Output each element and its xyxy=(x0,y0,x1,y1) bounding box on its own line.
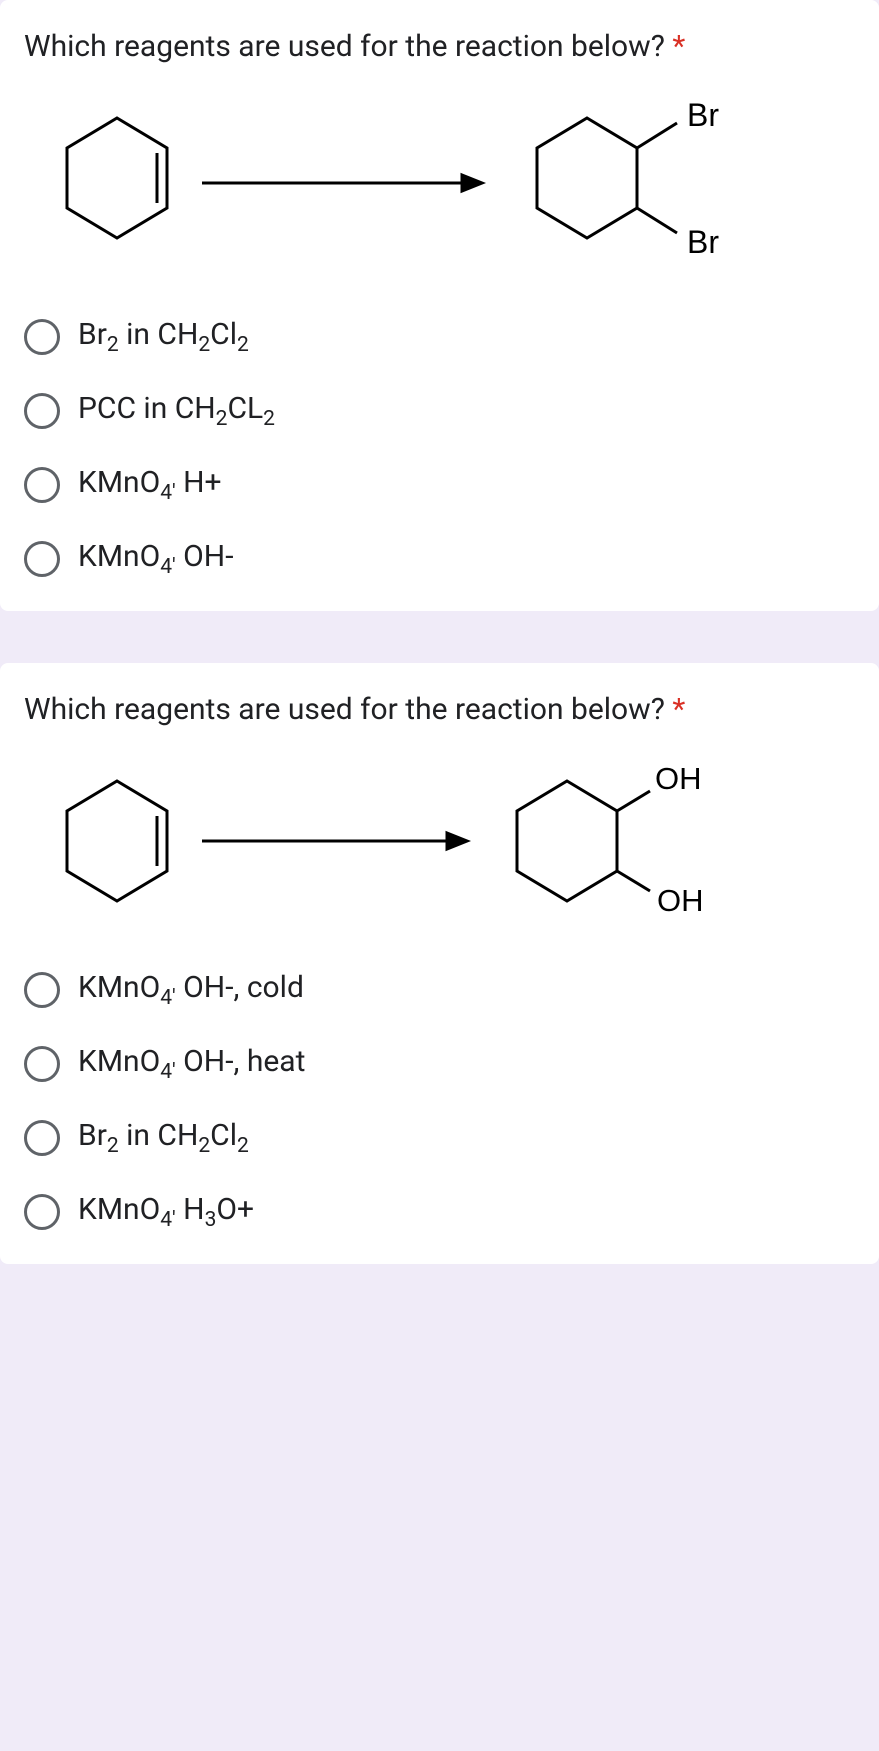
option-label: KMnO4' OH-, cold xyxy=(78,970,304,1010)
question-title: Which reagents are used for the reaction… xyxy=(24,24,855,69)
reaction-svg: Br Br xyxy=(32,93,752,273)
radio-icon xyxy=(24,319,60,355)
radio-icon xyxy=(24,1120,60,1156)
radio-icon xyxy=(24,541,60,577)
options-group: KMnO4' OH-, cold KMnO4' OH-, heat Br2 in… xyxy=(24,970,855,1232)
reaction-diagram: OH OH xyxy=(24,756,855,930)
option-3[interactable]: Br2 in CH2Cl2 xyxy=(24,1118,855,1158)
option-2[interactable]: PCC in CH2CL2 xyxy=(24,391,855,431)
product-label-top: OH xyxy=(655,761,702,796)
option-label: PCC in CH2CL2 xyxy=(78,391,275,431)
product-label-bottom: OH xyxy=(657,883,704,918)
option-label: Br2 in CH2Cl2 xyxy=(78,317,249,357)
reaction-diagram: Br Br xyxy=(24,93,855,277)
radio-icon xyxy=(24,1194,60,1230)
option-label: Br2 in CH2Cl2 xyxy=(78,1118,249,1158)
radio-icon xyxy=(24,467,60,503)
option-label: KMnO4' H3O+ xyxy=(78,1192,254,1232)
question-text: Which reagents are used for the reaction… xyxy=(24,692,665,727)
product-label-bottom: Br xyxy=(687,224,719,260)
radio-icon xyxy=(24,972,60,1008)
option-1[interactable]: KMnO4' OH-, cold xyxy=(24,970,855,1010)
question-text: Which reagents are used for the reaction… xyxy=(24,29,665,64)
question-card: Which reagents are used for the reaction… xyxy=(0,0,879,611)
reaction-svg: OH OH xyxy=(32,756,752,926)
option-2[interactable]: KMnO4' OH-, heat xyxy=(24,1044,855,1084)
required-indicator: * xyxy=(672,29,685,64)
option-label: KMnO4' OH-, heat xyxy=(78,1044,305,1084)
option-label: KMnO4' OH- xyxy=(78,539,234,579)
option-1[interactable]: Br2 in CH2Cl2 xyxy=(24,317,855,357)
options-group: Br2 in CH2Cl2 PCC in CH2CL2 KMnO4' H+ KM… xyxy=(24,317,855,579)
product-label-top: Br xyxy=(687,97,719,133)
card-spacer xyxy=(0,623,879,663)
option-label: KMnO4' H+ xyxy=(78,465,222,505)
radio-icon xyxy=(24,393,60,429)
option-3[interactable]: KMnO4' H+ xyxy=(24,465,855,505)
option-4[interactable]: KMnO4' H3O+ xyxy=(24,1192,855,1232)
question-title: Which reagents are used for the reaction… xyxy=(24,687,855,732)
option-4[interactable]: KMnO4' OH- xyxy=(24,539,855,579)
radio-icon xyxy=(24,1046,60,1082)
question-card: Which reagents are used for the reaction… xyxy=(0,663,879,1264)
required-indicator: * xyxy=(672,692,685,727)
